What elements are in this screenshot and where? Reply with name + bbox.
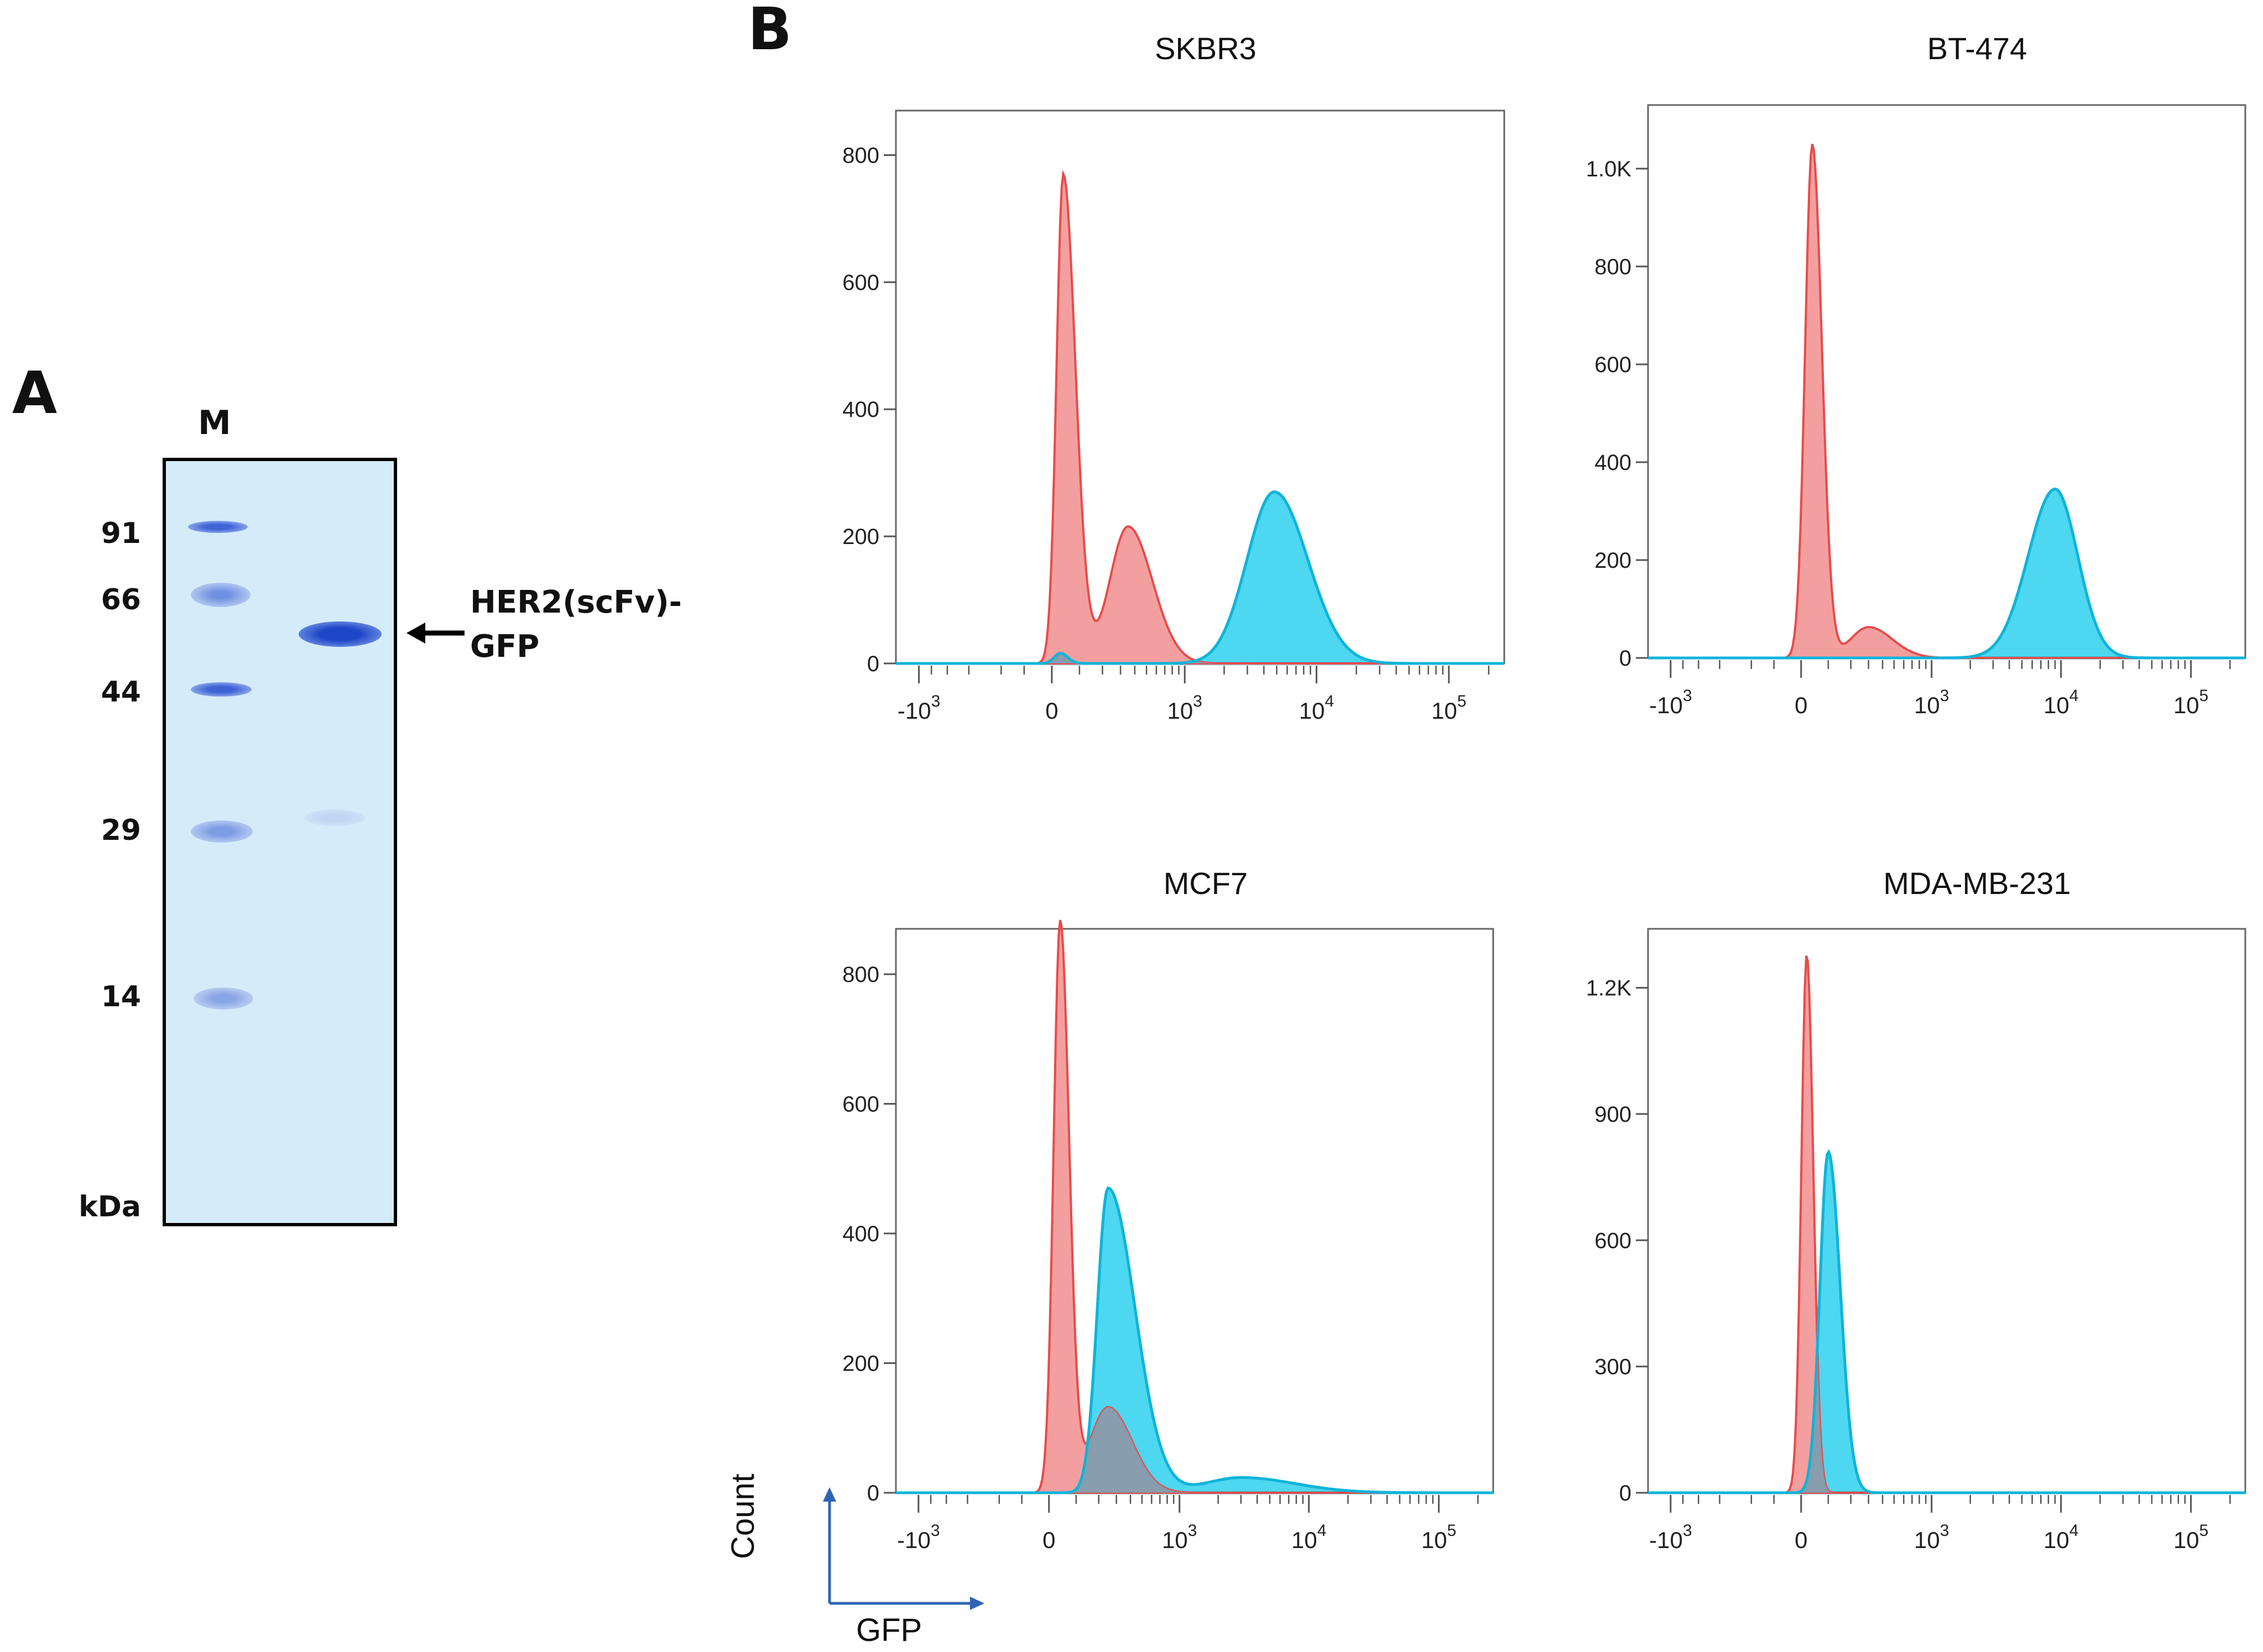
y-tick-label: 300 (1594, 1355, 1631, 1379)
plot-frame (895, 109, 1505, 665)
count-axis-label: Count (725, 1473, 761, 1559)
y-tick-label: 0 (1619, 1481, 1631, 1505)
band-label-line1: HER2(scFv)- (470, 584, 682, 620)
x-tick-label: 0 (1045, 698, 1058, 724)
plot-frame (1647, 104, 2246, 659)
stained-outline (1648, 1149, 2245, 1494)
x-tick-label: 104 (2043, 1522, 2078, 1553)
kda-unit: kDa (79, 1190, 141, 1224)
x-tick-label: 0 (1795, 692, 1807, 718)
stained-outline (896, 1186, 1493, 1494)
x-tick-label: 0 (1795, 1527, 1807, 1553)
sds-page-gel (163, 458, 397, 1226)
y-tick-label: 0 (1619, 646, 1631, 671)
x-tick-label: 104 (1299, 692, 1334, 724)
plot-frame (1647, 928, 2246, 1494)
marker-band-44 (191, 682, 252, 697)
x-tick-label: 104 (2043, 687, 2078, 718)
marker-44: 44 (101, 676, 141, 709)
x-tick-label: 103 (1162, 1522, 1197, 1553)
x-tick-label: 105 (1431, 692, 1466, 724)
y-tick-label: 1.0K (1586, 157, 1632, 181)
y-tick-label: 0 (867, 1481, 879, 1505)
marker-band-91 (188, 521, 248, 533)
band-label-line2: GFP (470, 629, 540, 665)
axes-cue (823, 1487, 984, 1610)
band-arrow (406, 623, 465, 644)
x-tick-label: 105 (2173, 687, 2208, 718)
panel-b-letter: B (748, 0, 792, 63)
x-tick-label: 0 (1042, 1527, 1055, 1553)
x-tick-label: 103 (1914, 1522, 1949, 1553)
y-tick-label: 200 (842, 525, 879, 549)
y-tick-label: 800 (842, 963, 879, 987)
y-tick-label: 600 (842, 1092, 879, 1117)
marker-66: 66 (101, 583, 141, 616)
histogram-mcf7: 0 200 400 600 800 -103 0 103 104 105 (842, 919, 1494, 1553)
y-tick-label: 600 (842, 270, 879, 295)
marker-band-29 (191, 820, 253, 843)
marker-29: 29 (101, 814, 141, 847)
histogram-bt474: 0 200 400 600 800 1.0K -103 0 103 104 105 (1586, 104, 2246, 718)
y-tick-label: 900 (1594, 1102, 1631, 1127)
y-tick-label: 400 (842, 1222, 879, 1246)
y-tick-label: 0 (867, 652, 879, 676)
stained-outline (896, 490, 1504, 665)
gfp-axis-label: GFP (856, 1612, 922, 1648)
y-tick-label: 200 (842, 1352, 879, 1376)
y-tick-label: 400 (842, 398, 879, 422)
x-tick-label: 104 (1291, 1522, 1326, 1553)
marker-lane-label: M (198, 404, 231, 442)
faint-band (304, 809, 365, 826)
her2-scfv-gfp-band (299, 621, 382, 647)
plot-title-skbr3: SKBR3 (1155, 31, 1256, 66)
y-tick-label: 600 (1594, 353, 1631, 377)
y-tick-label: 400 (1594, 451, 1631, 475)
marker-band-66 (191, 583, 251, 607)
marker-14: 14 (101, 980, 141, 1013)
y-tick-label: 1.2K (1586, 976, 1632, 1001)
x-tick-label: 105 (2173, 1522, 2208, 1553)
histogram-mdamb231: 0 300 600 900 1.2K -103 0 103 104 105 (1586, 928, 2246, 1553)
y-tick-label: 600 (1594, 1228, 1631, 1253)
marker-band-14 (194, 987, 253, 1010)
marker-91: 91 (101, 517, 141, 550)
x-tick-label: 105 (1421, 1522, 1456, 1553)
panel-a-letter: A (12, 359, 58, 427)
y-tick-label: 800 (1594, 255, 1631, 279)
x-tick-label: -103 (1649, 687, 1692, 718)
plot-title-mdamb231: MDA-MB-231 (1883, 866, 2071, 901)
band-label: HER2(scFv)- GFP (470, 581, 682, 669)
stained-outline (1648, 488, 2245, 660)
x-tick-label: 103 (1914, 687, 1949, 718)
x-tick-label: -103 (1649, 1522, 1692, 1553)
x-tick-label: -103 (898, 692, 940, 724)
plot-frame (895, 928, 1494, 1494)
histogram-skbr3: 0 200 400 600 800 -103 0 103 104 105 (842, 109, 1505, 724)
x-tick-label: -103 (897, 1522, 940, 1553)
x-tick-label: 103 (1167, 692, 1202, 724)
plot-title-bt474: BT-474 (1927, 31, 2027, 66)
y-tick-label: 800 (842, 143, 879, 168)
y-tick-label: 200 (1594, 548, 1631, 573)
plot-title-mcf7: MCF7 (1163, 866, 1248, 901)
